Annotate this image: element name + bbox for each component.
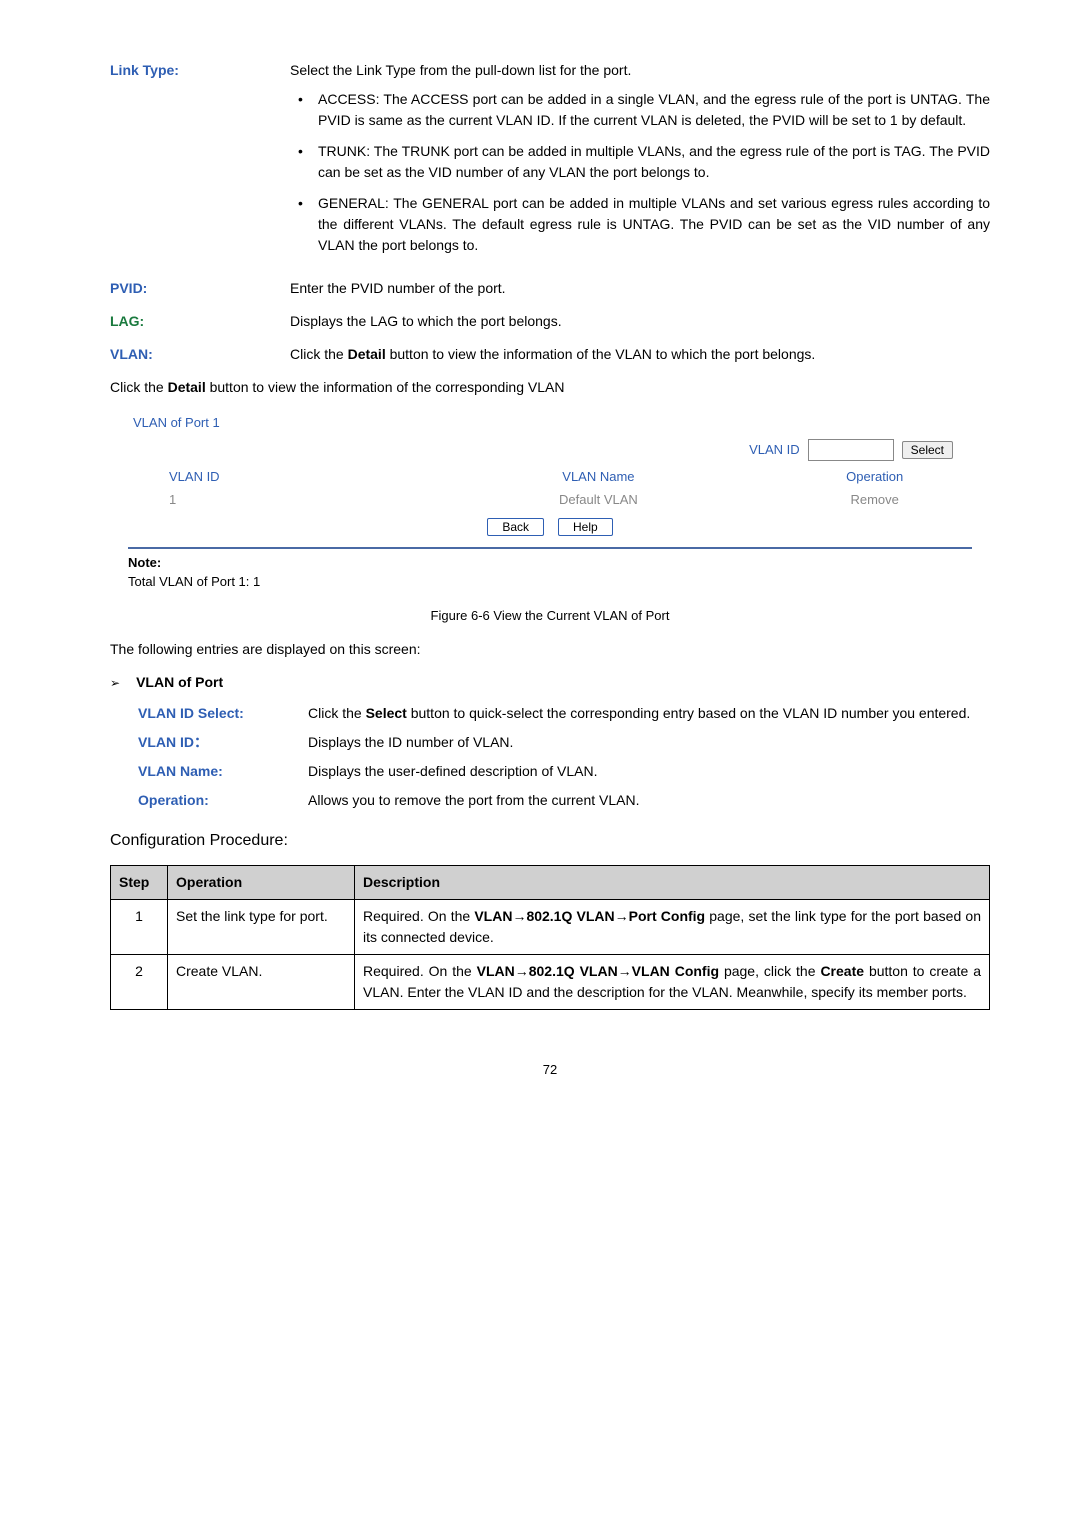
page-number: 72 [110, 1060, 990, 1080]
idsel-pre: Click the [308, 705, 366, 721]
procedure-table: Step Operation Description 1 Set the lin… [110, 865, 990, 1010]
vlan-desc-post: button to view the information of the VL… [386, 346, 816, 362]
vlan-table-header: VLAN ID VLAN Name Operation [129, 465, 971, 489]
link-type-bullet-access: ACCESS: The ACCESS port can be added in … [290, 89, 990, 131]
cell-desc-1: Required. On the VLAN→802.1Q VLAN→Port C… [355, 900, 990, 955]
th-step: Step [111, 866, 168, 900]
lag-label: LAG: [110, 311, 290, 332]
help-button[interactable]: Help [558, 518, 613, 536]
pvid-label: PVID: [110, 278, 290, 299]
note-label: Note: [128, 553, 972, 573]
procedure-title: Configuration Procedure: [110, 829, 990, 853]
vlan-id-search-label: VLAN ID [749, 440, 800, 460]
link-type-bullet-trunk: TRUNK: The TRUNK port can be added in mu… [290, 141, 990, 183]
vlan-label: VLAN: [110, 344, 290, 365]
intro-post: button to view the information of the co… [206, 379, 565, 395]
table-row: 2 Create VLAN. Required. On the VLAN→802… [111, 955, 990, 1010]
link-type-label: Link Type: [110, 60, 290, 266]
col-operation: Operation [818, 467, 971, 487]
operation-label: Operation: [138, 790, 308, 811]
vlan-id-select-label: VLAN ID Select: [138, 703, 308, 724]
lag-desc: Displays the LAG to which the port belon… [290, 311, 990, 332]
vlan-desc-bold: Detail [348, 346, 386, 362]
cell-remove[interactable]: Remove [818, 490, 971, 510]
col-vlan-id: VLAN ID [129, 467, 438, 487]
vlan-id-desc: Displays the ID number of VLAN. [308, 732, 990, 753]
section-title: VLAN of Port [136, 672, 223, 693]
operation-desc: Allows you to remove the port from the c… [308, 790, 990, 811]
table-row: 1 Set the link type for port. Required. … [111, 900, 990, 955]
section-heading: ➢ VLAN of Port [110, 672, 990, 693]
cell-step-2: 2 [111, 955, 168, 1010]
vlan-panel: VLAN of Port 1 VLAN ID Select VLAN ID VL… [128, 410, 972, 547]
idsel-bold: Select [366, 705, 407, 721]
link-type-content: Select the Link Type from the pull-down … [290, 60, 990, 266]
r2-mid: page, click the [719, 963, 820, 979]
select-button[interactable]: Select [902, 441, 953, 459]
table-header-row: Step Operation Description [111, 866, 990, 900]
entries-text: The following entries are displayed on t… [110, 639, 990, 660]
idsel-post: button to quick-select the corresponding… [407, 705, 970, 721]
link-type-bullet-general: GENERAL: The GENERAL port can be added i… [290, 193, 990, 256]
intro-bold: Detail [168, 379, 206, 395]
vlan-panel-title: VLAN of Port 1 [129, 411, 971, 435]
vlan-table-row: 1 Default VLAN Remove [129, 488, 971, 512]
vlan-id-select-desc: Click the Select button to quick-select … [308, 703, 990, 724]
vlan-desc: Click the Detail button to view the info… [290, 344, 990, 365]
triangle-icon: ➢ [110, 674, 120, 692]
r2-bold2: Create [820, 963, 864, 979]
cell-vlan-name: Default VLAN [438, 490, 818, 510]
figure-caption: Figure 6-6 View the Current VLAN of Port [110, 606, 990, 626]
cell-desc-2: Required. On the VLAN→802.1Q VLAN→VLAN C… [355, 955, 990, 1010]
intro-pre: Click the [110, 379, 168, 395]
link-type-desc: Select the Link Type from the pull-down … [290, 62, 631, 78]
pvid-desc: Enter the PVID number of the port. [290, 278, 990, 299]
note-block: Note: Total VLAN of Port 1: 1 [128, 553, 972, 592]
th-description: Description [355, 866, 990, 900]
detail-intro: Click the Detail button to view the info… [110, 377, 990, 398]
vlan-name-desc: Displays the user-defined description of… [308, 761, 990, 782]
cell-step-1: 1 [111, 900, 168, 955]
th-operation: Operation [168, 866, 355, 900]
cell-op-2: Create VLAN. [168, 955, 355, 1010]
r1-pre: Required. On the [363, 908, 474, 924]
cell-op-1: Set the link type for port. [168, 900, 355, 955]
vlan-name-label: VLAN Name: [138, 761, 308, 782]
cell-vlan-id: 1 [129, 490, 438, 510]
vlan-desc-pre: Click the [290, 346, 348, 362]
vlan-id-input[interactable] [808, 439, 894, 461]
note-text: Total VLAN of Port 1: 1 [128, 572, 972, 592]
panel-divider [128, 547, 972, 549]
back-button[interactable]: Back [487, 518, 544, 536]
r2-pre: Required. On the [363, 963, 477, 979]
col-vlan-name: VLAN Name [438, 467, 818, 487]
vlan-id-label: VLAN ID： [138, 732, 308, 753]
r2-bold: VLAN→802.1Q VLAN→VLAN Config [477, 963, 719, 979]
r1-bold: VLAN→802.1Q VLAN→Port Config [474, 908, 705, 924]
